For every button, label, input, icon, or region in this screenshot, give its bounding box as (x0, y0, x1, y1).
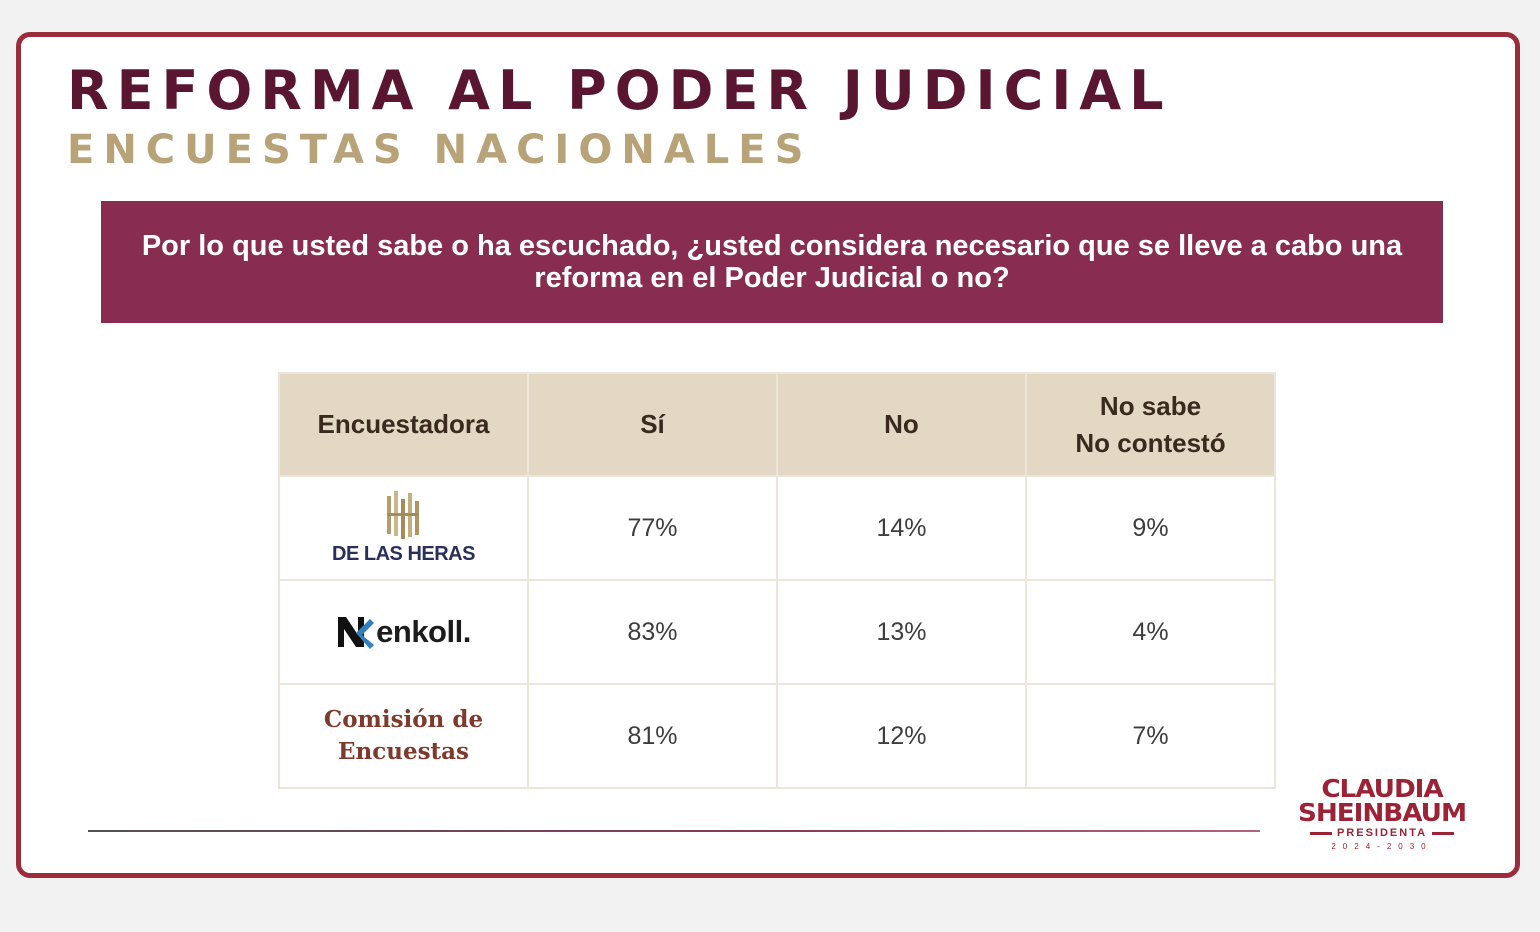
table-header-row: Encuestadora Sí No No sabe No contestó (278, 372, 1276, 477)
no-cell: 12% (776, 683, 1027, 789)
header-no-sabe-no-contesto: No sabe No contestó (1025, 372, 1276, 477)
de-las-heras-wordmark: DE LAS HERAS (332, 542, 475, 565)
footer-divider (88, 830, 1260, 832)
claudia-sheinbaum-logo: CLAUDIA SHEINBAUM PRESIDENTA 2024-2030 (1298, 776, 1467, 851)
brand-role-row: PRESIDENTA (1301, 827, 1463, 839)
page-title: REFORMA AL PODER JUDICIAL (67, 59, 1172, 122)
comision-de-encuestas-logo: Comisión de Encuestas (280, 704, 527, 768)
survey-question-banner: Por lo que usted sabe o ha escuchado, ¿u… (101, 201, 1443, 323)
enkoll-wordmark: enkoll. (376, 614, 471, 649)
unknown-cell: 9% (1025, 475, 1276, 581)
enkoll-logo: enkoll. (280, 613, 527, 651)
brand-bar-right (1432, 831, 1455, 835)
no-cell: 13% (776, 579, 1027, 685)
unknown-cell: 7% (1025, 683, 1276, 789)
yes-cell: 83% (527, 579, 778, 685)
header-no-sabe: No sabe (1099, 390, 1202, 421)
page-subtitle: ENCUESTAS NACIONALES (67, 127, 813, 173)
yes-cell: 77% (527, 475, 778, 581)
slide-frame: REFORMA AL PODER JUDICIAL ENCUESTAS NACI… (16, 32, 1520, 878)
de-las-heras-logo: DE LAS HERAS (280, 490, 527, 566)
brand-name-line-1: CLAUDIA (1321, 774, 1443, 803)
no-cell: 14% (776, 475, 1027, 581)
de-las-heras-emblem-icon (386, 490, 419, 539)
unknown-cell: 4% (1025, 579, 1276, 685)
table-row: Comisión de Encuestas 81% 12% 7% (278, 683, 1276, 789)
brand-role: PRESIDENTA (1336, 827, 1428, 839)
table-row: enkoll. 83% 13% 4% (278, 579, 1276, 685)
header-no: No (776, 372, 1027, 477)
brand-years: 2024-2030 (1331, 842, 1433, 851)
header-yes: Sí (527, 372, 778, 477)
brand-name-line-2: SHEINBAUM (1297, 798, 1467, 827)
pollster-cell: DE LAS HERAS (278, 475, 529, 581)
pollster-cell: Comisión de Encuestas (278, 683, 529, 789)
header-pollster: Encuestadora (278, 372, 529, 477)
yes-cell: 81% (527, 683, 778, 789)
survey-results-table: Encuestadora Sí No No sabe No contestó (278, 372, 1276, 789)
brand-bar-left (1309, 831, 1332, 835)
table-row: DE LAS HERAS 77% 14% 9% (278, 475, 1276, 581)
header-no-contesto: No contestó (1075, 427, 1226, 458)
comision-line-1: Comisión de (323, 706, 484, 733)
survey-question-text: Por lo que usted sabe o ha escuchado, ¿u… (141, 230, 1403, 294)
comision-line-2: Encuestas (337, 738, 470, 765)
enkoll-mark-icon (338, 617, 375, 649)
pollster-cell: enkoll. (278, 579, 529, 685)
